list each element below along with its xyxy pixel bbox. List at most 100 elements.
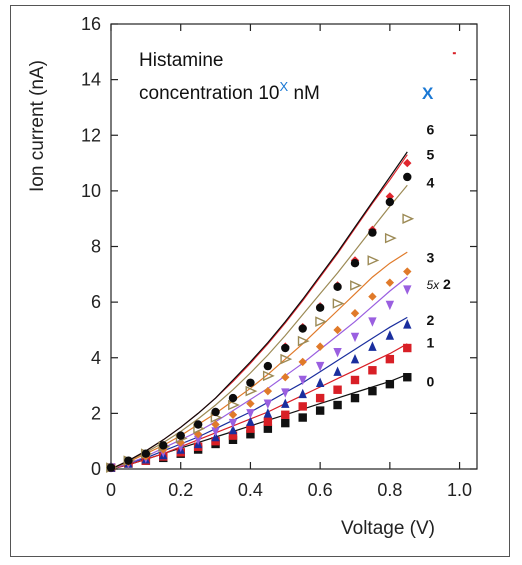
data-point (281, 343, 290, 353)
data-point (298, 375, 307, 386)
data-point (350, 258, 360, 268)
data-point (350, 332, 360, 343)
legend-line-2-suffix: nM (288, 83, 320, 104)
data-point (315, 361, 325, 372)
data-point (332, 298, 345, 309)
fit-line (110, 184, 408, 470)
series-label: 1 (426, 334, 434, 350)
data-point (368, 366, 377, 375)
data-point (350, 353, 360, 364)
data-point (246, 409, 255, 419)
x-tick-label: 0.2 (168, 480, 193, 500)
y-tick-label: 12 (81, 125, 101, 145)
data-point (350, 375, 360, 385)
data-point (245, 385, 258, 397)
y-tick-label: 4 (91, 348, 101, 368)
series-label: 6 (426, 122, 434, 138)
data-point (106, 463, 116, 472)
data-markers (106, 52, 456, 473)
data-point (246, 378, 255, 387)
data-point (384, 232, 397, 244)
legend-line-1: Histamine (139, 50, 223, 71)
data-point (228, 410, 238, 419)
legend-line-2: concentration 10X nM (139, 79, 320, 104)
data-point (315, 377, 325, 387)
data-point (385, 197, 395, 207)
data-point (333, 385, 342, 394)
fit-line (110, 154, 408, 470)
data-point (263, 417, 273, 426)
data-point (333, 347, 342, 358)
data-point (193, 435, 203, 445)
data-point (298, 357, 307, 367)
data-point (280, 353, 293, 365)
data-point (228, 418, 238, 429)
data-point (403, 343, 412, 353)
fit-line (110, 251, 408, 470)
x-tick-label: 0 (106, 480, 116, 500)
data-point (246, 399, 255, 408)
data-point (403, 285, 412, 295)
data-point (211, 407, 220, 417)
data-point (385, 354, 395, 364)
data-point (333, 366, 342, 376)
data-point (333, 400, 342, 410)
data-point (246, 424, 255, 433)
data-point (193, 430, 203, 439)
data-point (368, 317, 377, 327)
data-point (281, 418, 290, 428)
data-point (315, 393, 325, 403)
y-tick-label: 14 (81, 70, 101, 90)
series-labels: 0 1 2 5x 2 3 4 5 6 (426, 122, 451, 390)
data-point (193, 420, 203, 429)
series-label: 3 (426, 250, 434, 266)
data-point (159, 441, 168, 450)
data-point (385, 379, 395, 389)
data-point (281, 373, 290, 382)
data-point (403, 319, 412, 329)
y-axis-title: Ion current (nA) (27, 60, 48, 192)
data-point (124, 456, 133, 465)
fit-lines (110, 151, 408, 470)
legend-box: Histamine concentration 10X nM X (139, 50, 434, 104)
data-point (315, 406, 325, 415)
data-point (176, 431, 185, 440)
data-point (368, 292, 377, 301)
data-point (263, 424, 273, 433)
data-point (333, 325, 342, 335)
legend-column-header: X (422, 84, 434, 103)
data-point (263, 361, 273, 371)
x-tick-label: 0.4 (238, 480, 263, 500)
series-label: 5 (426, 147, 434, 163)
series-label: 0 (426, 373, 434, 389)
x-axis-title: Voltage (V) (341, 518, 435, 539)
data-point (262, 370, 275, 382)
fit-line (110, 316, 408, 470)
fit-line (110, 151, 408, 470)
data-point (315, 303, 325, 312)
y-tick-label: 8 (91, 237, 101, 257)
data-point (298, 388, 307, 399)
fit-line (110, 343, 408, 470)
series-label: 2 (426, 312, 434, 328)
data-point (297, 335, 310, 347)
data-point (281, 410, 290, 419)
data-point (211, 427, 220, 437)
y-tick-label: 16 (81, 14, 101, 34)
decorative-mark (452, 52, 456, 55)
y-tick-label: 10 (81, 181, 101, 201)
data-point (350, 393, 360, 403)
data-point (176, 442, 185, 452)
y-tick-label: 2 (91, 403, 101, 423)
data-point (403, 373, 412, 382)
y-tick-label: 0 (91, 459, 101, 479)
x-tick-label: 1.0 (447, 480, 472, 500)
data-point (263, 386, 273, 396)
data-point (228, 393, 238, 403)
data-point (228, 431, 238, 440)
data-point (368, 228, 377, 237)
data-point (385, 330, 395, 340)
data-point (246, 430, 255, 439)
data-point (281, 398, 290, 408)
